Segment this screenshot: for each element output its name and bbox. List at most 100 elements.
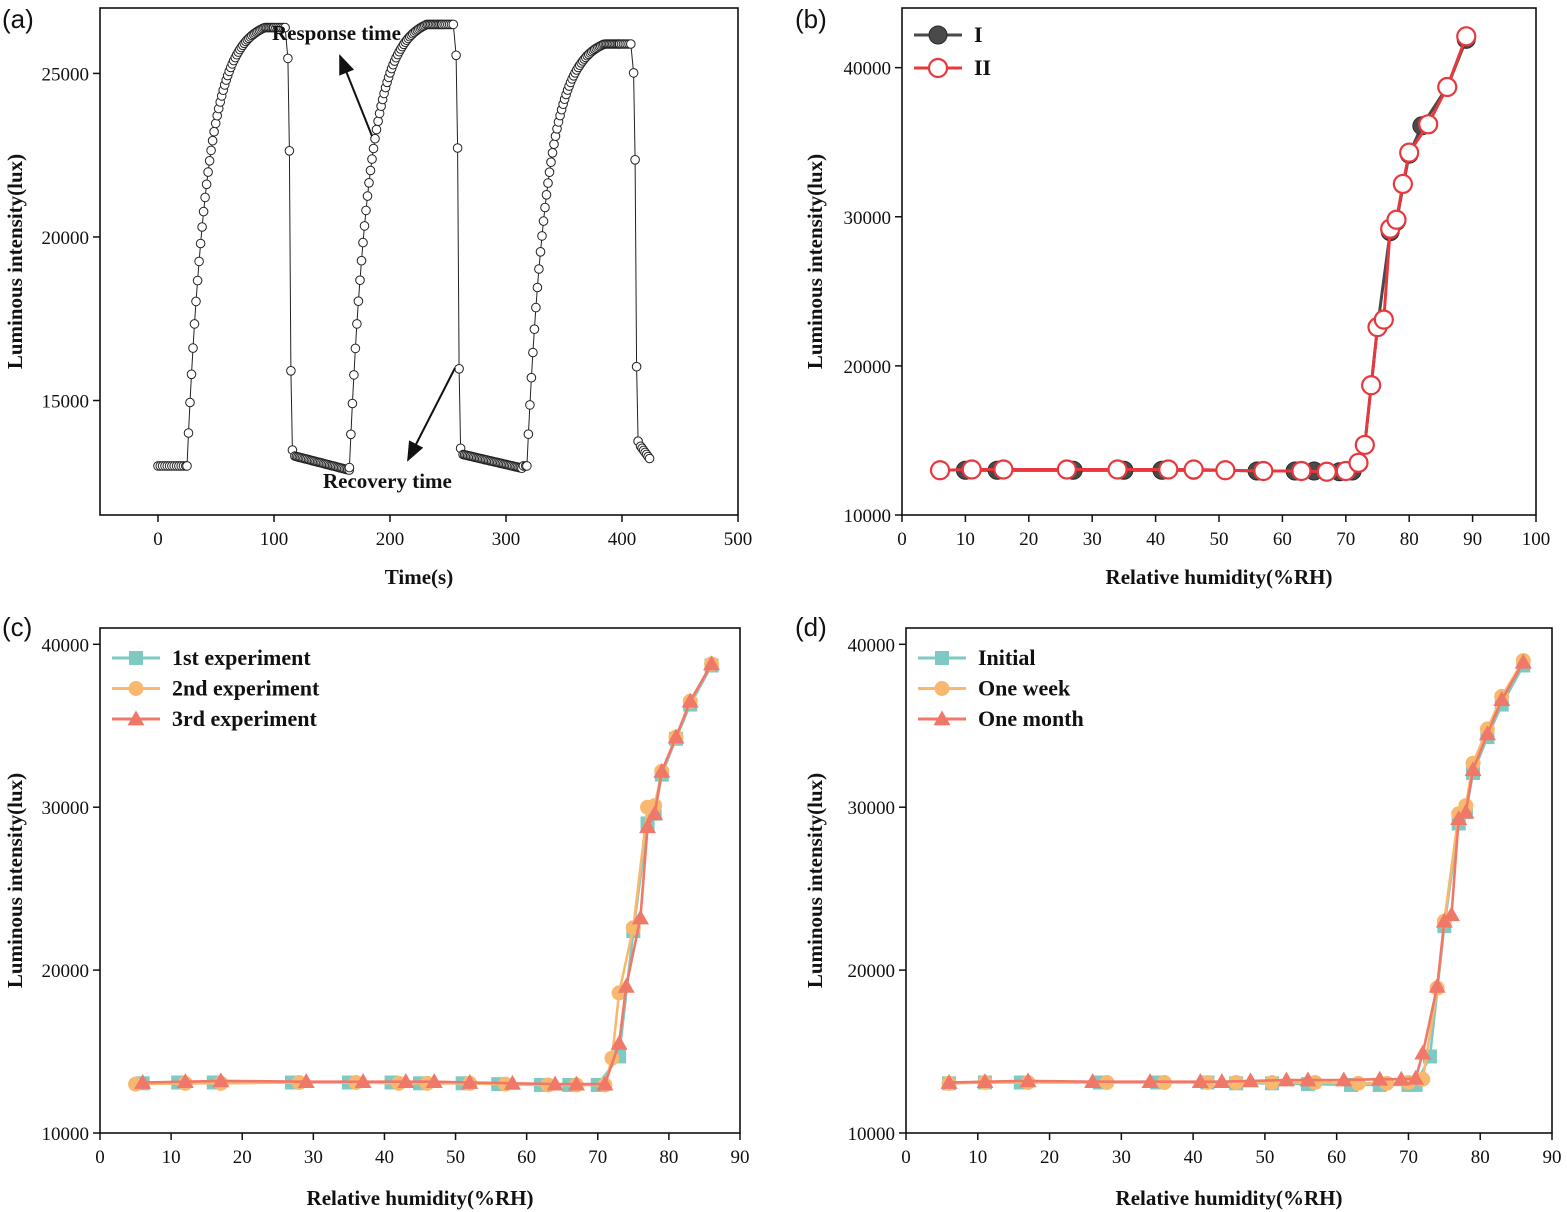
data-point	[368, 143, 379, 154]
plot-frame	[99, 627, 741, 1134]
data-point	[546, 1075, 564, 1091]
data-point	[653, 762, 671, 778]
y-tick-label: 20000	[848, 961, 896, 982]
data-point	[1335, 1071, 1353, 1087]
data-point	[544, 167, 555, 177]
data-point	[1407, 1069, 1425, 1085]
data-point	[1253, 460, 1274, 482]
data-point	[185, 397, 195, 408]
data-point	[182, 461, 192, 471]
data-point	[176, 1073, 194, 1089]
legend-marker	[935, 651, 949, 665]
data-point	[1414, 1044, 1432, 1060]
x-tick-label: 60	[1327, 1147, 1346, 1168]
data-point	[547, 148, 558, 158]
panel-label: (a)	[2, 4, 34, 34]
data-point	[528, 347, 538, 358]
data-point	[525, 400, 535, 410]
data-point	[540, 202, 550, 213]
x-tick-label: 300	[492, 529, 521, 550]
response-arrow	[339, 54, 373, 137]
x-tick-label: 50	[1210, 529, 1229, 550]
y-tick-label: 10000	[844, 506, 892, 527]
legend-marker	[933, 710, 951, 726]
panel-label: (b)	[795, 4, 827, 34]
data-point	[280, 22, 290, 33]
legend-label: I	[974, 22, 983, 47]
data-point	[448, 19, 459, 30]
y-axis-label: Luminous intensity(lux)	[803, 773, 827, 988]
data-point	[210, 118, 221, 129]
x-tick-label: 0	[153, 529, 163, 550]
data-point	[194, 256, 204, 267]
data-point	[197, 222, 207, 232]
x-tick-label: 60	[517, 1147, 536, 1168]
data-point	[961, 459, 982, 480]
x-tick-label: 80	[1400, 529, 1419, 550]
legend-label: One month	[978, 706, 1084, 731]
x-axis-label: Relative humidity(%RH)	[307, 1186, 534, 1210]
data-point	[549, 139, 559, 149]
data-point	[352, 319, 362, 329]
data-point	[1478, 725, 1496, 741]
data-point	[1291, 460, 1312, 482]
data-point	[1457, 803, 1475, 819]
data-point	[532, 282, 543, 293]
data-point	[451, 50, 461, 61]
data-point	[1428, 977, 1446, 993]
x-tick-label: 90	[731, 1147, 750, 1168]
x-tick-label: 20	[233, 1147, 252, 1168]
data-point	[1183, 459, 1204, 480]
data-point	[1299, 1071, 1317, 1087]
data-point	[1242, 1072, 1260, 1088]
data-point	[543, 178, 553, 188]
legend: Initial One week One month	[918, 645, 1084, 731]
data-point	[526, 372, 537, 383]
data-point	[1158, 459, 1179, 480]
y-tick-label: 15000	[42, 392, 90, 413]
data-point	[534, 264, 544, 274]
x-tick-label: 100	[260, 529, 289, 550]
x-tick-label: 500	[724, 529, 753, 550]
y-tick-label: 30000	[844, 208, 892, 229]
data-point	[929, 460, 951, 481]
y-tick-label: 30000	[42, 798, 90, 819]
data-point	[1361, 375, 1382, 396]
legend-label: 3rd experiment	[172, 706, 317, 731]
data-point	[1371, 1070, 1389, 1086]
data-point	[610, 1034, 628, 1050]
data-point	[1056, 459, 1077, 480]
data-point	[195, 238, 206, 249]
data-point	[628, 68, 639, 78]
y-tick-label: 40000	[42, 635, 90, 656]
legend-label: II	[974, 55, 991, 80]
x-tick-label: 90	[1543, 1147, 1562, 1168]
y-tick-label: 40000	[844, 59, 892, 80]
data-point	[134, 1074, 152, 1089]
x-tick-label: 20	[1019, 529, 1038, 550]
legend-label: 2nd experiment	[172, 676, 320, 701]
data-point	[976, 1073, 994, 1089]
chart-panel-1: 0 100 200 300 400 500 15000 20000 25000 (a) Time(s…	[2, 4, 752, 589]
data-point	[567, 1075, 585, 1091]
data-point	[1264, 1075, 1280, 1090]
x-tick-label: 40	[1146, 529, 1165, 550]
data-point	[503, 1074, 521, 1090]
y-tick-label: 20000	[844, 357, 892, 378]
panel-label: (c)	[2, 612, 32, 642]
data-point	[1107, 459, 1128, 480]
data-point	[206, 145, 216, 156]
data-point	[355, 275, 365, 286]
data-point	[397, 1073, 415, 1089]
data-point	[1392, 173, 1413, 195]
data-point	[546, 157, 556, 167]
y-tick-label: 25000	[42, 64, 90, 85]
data-point	[370, 133, 380, 144]
x-tick-label: 10	[968, 1147, 987, 1168]
legend-label: One week	[978, 676, 1071, 701]
data-point	[1373, 309, 1394, 330]
x-tick-label: 40	[1184, 1147, 1203, 1168]
data-point	[1464, 761, 1482, 777]
x-tick-label: 20	[1040, 1147, 1059, 1168]
legend-marker	[129, 651, 143, 665]
